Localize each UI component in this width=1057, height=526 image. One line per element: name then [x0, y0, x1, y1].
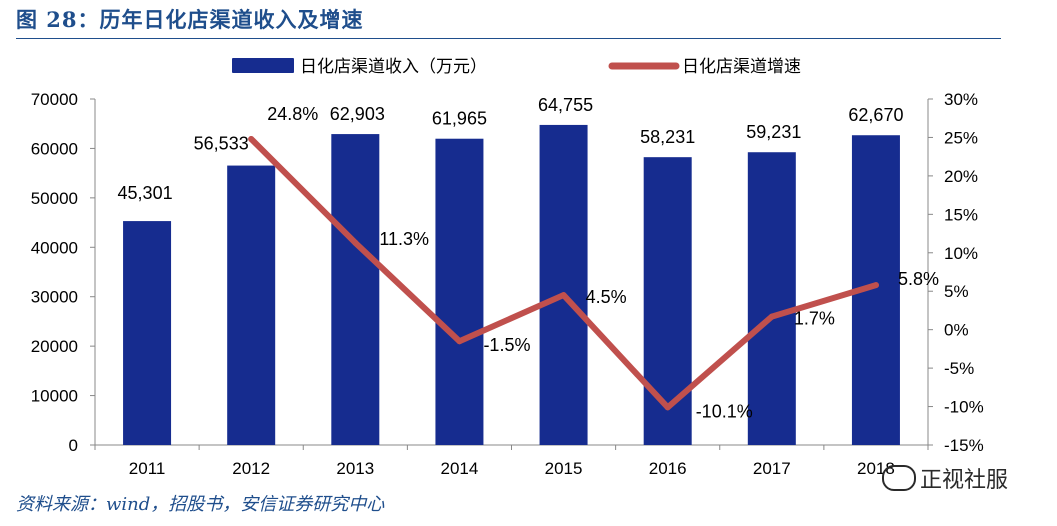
bar-2017 [747, 152, 796, 446]
bar-value-label: 59,231 [746, 122, 801, 142]
wechat-icon [882, 465, 916, 491]
y-left-tick-label: 30000 [31, 288, 78, 307]
growth-point-2014 [456, 338, 463, 345]
growth-value-label: 5.8% [898, 269, 939, 289]
y-right-tick-label: 30% [944, 90, 978, 109]
y-right-tick-label: -5% [944, 359, 974, 378]
y-right-tick-label: 5% [944, 282, 969, 301]
y-right-tick-label: 0% [944, 321, 969, 340]
growth-value-label: 11.3% [379, 229, 429, 249]
x-tick-label: 2017 [753, 459, 791, 478]
chart-legend: 日化店渠道收入（万元） 日化店渠道增速 [232, 57, 801, 76]
bar-2014 [435, 138, 484, 445]
bar-2016 [643, 157, 692, 445]
bar-value-label: 64,755 [538, 95, 593, 115]
y-left-tick-label: 40000 [31, 238, 78, 257]
bar-value-label: 45,301 [118, 183, 173, 203]
bar-value-label: 56,533 [194, 134, 249, 154]
bar-value-label: 62,670 [848, 105, 903, 125]
growth-value-label: 4.5% [586, 287, 627, 307]
y-right-tick-label: 10% [944, 244, 978, 263]
legend-label-line: 日化店渠道增速 [682, 57, 801, 76]
y-right-tick-label: -10% [944, 398, 984, 417]
growth-value-label: 1.7% [794, 309, 835, 329]
bar-2013 [331, 134, 380, 445]
y-left-tick-label: 60000 [31, 139, 78, 158]
watermark-text: 正视社服 [920, 468, 1009, 493]
y-right-tick-label: 15% [944, 205, 978, 224]
y-left-tick-label: 0 [69, 436, 78, 455]
x-tick-label: 2011 [129, 459, 166, 478]
x-tick-label: 2015 [545, 459, 583, 478]
legend-swatch-bar [232, 58, 294, 73]
y-left-tick-label: 10000 [31, 387, 78, 406]
watermark: 正视社服 [882, 462, 1008, 494]
legend-label-bar: 日化店渠道收入（万元） [300, 57, 487, 76]
growth-point-2018 [872, 282, 879, 289]
bar-2011 [123, 221, 172, 445]
bar-value-label: 58,231 [640, 127, 695, 147]
y-left-tick-label: 50000 [31, 189, 78, 208]
growth-point-2013 [352, 239, 359, 246]
growth-value-label: 24.8% [267, 104, 318, 124]
growth-point-2012 [248, 135, 255, 142]
title-divider [16, 38, 1001, 39]
x-tick-label: 2012 [232, 459, 270, 478]
y-left-tick-label: 20000 [31, 337, 78, 356]
x-tick-label: 2016 [649, 459, 687, 478]
bar-value-label: 61,965 [432, 109, 487, 129]
bar-value-label: 62,903 [330, 104, 385, 124]
y-left-tick-label: 70000 [31, 90, 78, 109]
y-right-tick-label: 25% [944, 128, 978, 147]
figure-title: 图 28：历年日化店渠道收入及增速 [16, 7, 364, 32]
bar-2012 [227, 165, 276, 445]
growth-point-2016 [664, 404, 671, 411]
growth-value-label: -1.5% [483, 335, 530, 355]
x-tick-label: 2014 [441, 459, 479, 478]
y-right-tick-label: 20% [944, 167, 978, 186]
bar-2015 [539, 124, 588, 445]
growth-point-2015 [560, 292, 567, 299]
growth-value-label: -10.1% [696, 401, 753, 421]
growth-point-2017 [768, 313, 775, 320]
x-tick-label: 2013 [336, 459, 374, 478]
y-right-tick-label: -15% [944, 436, 984, 455]
source-note: 资料来源：wind，招股书，安信证券研究中心 [16, 494, 385, 515]
